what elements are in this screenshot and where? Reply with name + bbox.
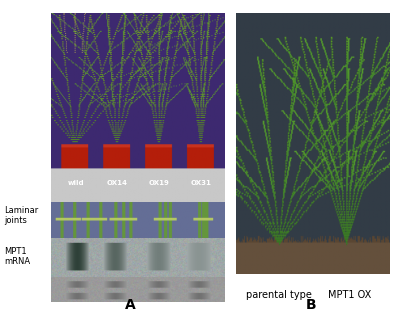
Text: OX14: OX14 — [107, 180, 128, 186]
Text: Laminar
joints: Laminar joints — [4, 206, 38, 226]
Text: MPT1
mRNA: MPT1 mRNA — [4, 247, 30, 266]
Text: OX31: OX31 — [190, 180, 211, 186]
Text: MPT1 OX: MPT1 OX — [329, 290, 372, 300]
Text: wild: wild — [68, 180, 84, 186]
Text: A: A — [125, 298, 136, 312]
Text: B: B — [306, 298, 316, 312]
Text: parental type: parental type — [247, 290, 312, 300]
Text: OX19: OX19 — [149, 180, 169, 186]
